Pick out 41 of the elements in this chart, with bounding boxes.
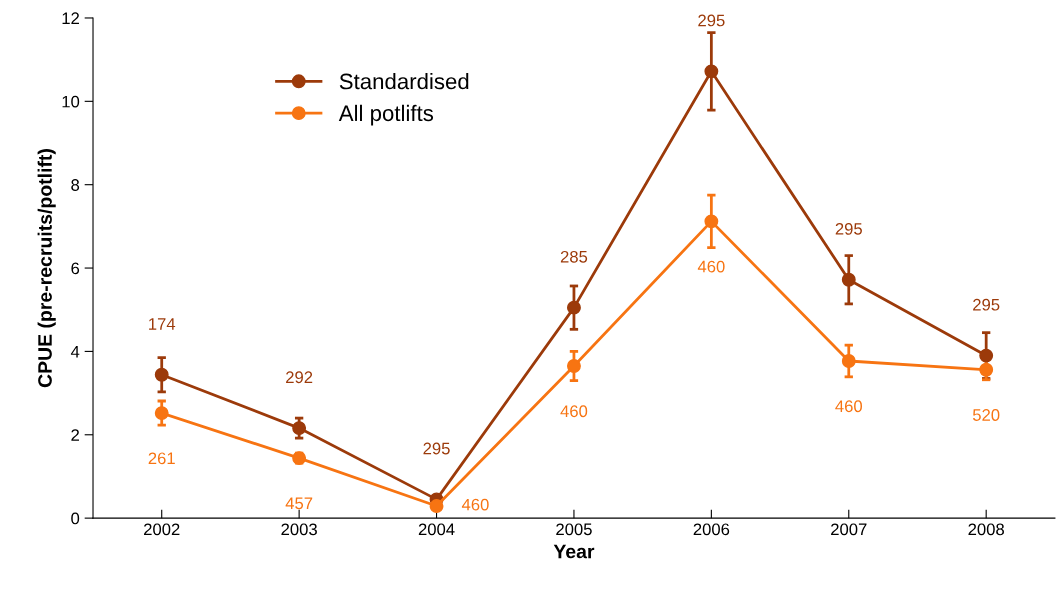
legend-label: Standardised (339, 72, 469, 90)
point (704, 214, 719, 229)
annotation: 295 (423, 442, 450, 455)
annotation: 295 (973, 298, 1000, 311)
y-axis-title: CPUE (pre-recruits/potlift) (37, 149, 56, 388)
annotation: 460 (697, 260, 725, 273)
x-tick-label: 2006 (693, 523, 730, 536)
x-tick-label: 2004 (418, 523, 455, 536)
annotation: 460 (560, 405, 588, 418)
point (429, 499, 444, 513)
point (567, 359, 581, 373)
y-tick-label: 12 (62, 12, 79, 25)
y-tick-label: 10 (62, 95, 80, 108)
annotation: 174 (149, 318, 176, 330)
x-tick-label: 2002 (144, 523, 180, 536)
y-tick-label: 2 (71, 429, 79, 441)
annotation: 520 (972, 409, 1000, 421)
annotation: 457 (285, 497, 313, 510)
x-tick-label: 2003 (281, 523, 317, 536)
point (154, 406, 169, 421)
annotation: 292 (286, 371, 313, 384)
annotation: 460 (461, 498, 489, 511)
y-tick-label: 0 (71, 512, 80, 525)
annotation: 460 (835, 400, 863, 413)
annotation: 295 (698, 14, 725, 27)
point (704, 64, 719, 79)
y-tick-label: 4 (70, 345, 80, 358)
point (841, 272, 856, 287)
x-tick-label: 2008 (968, 523, 1004, 536)
point (567, 300, 581, 315)
y-tick-label: 8 (71, 179, 80, 191)
x-tick-label: 2005 (556, 523, 592, 536)
point (841, 354, 856, 368)
point (154, 367, 169, 382)
annotation: 261 (148, 452, 175, 465)
y-tick-label: 6 (71, 262, 80, 275)
annotation: 285 (560, 250, 588, 263)
legend-label: All potlifts (338, 104, 434, 126)
annotation: 295 (835, 222, 862, 235)
x-tick-label: 2007 (831, 523, 867, 536)
x-axis-title: Year (553, 544, 595, 559)
